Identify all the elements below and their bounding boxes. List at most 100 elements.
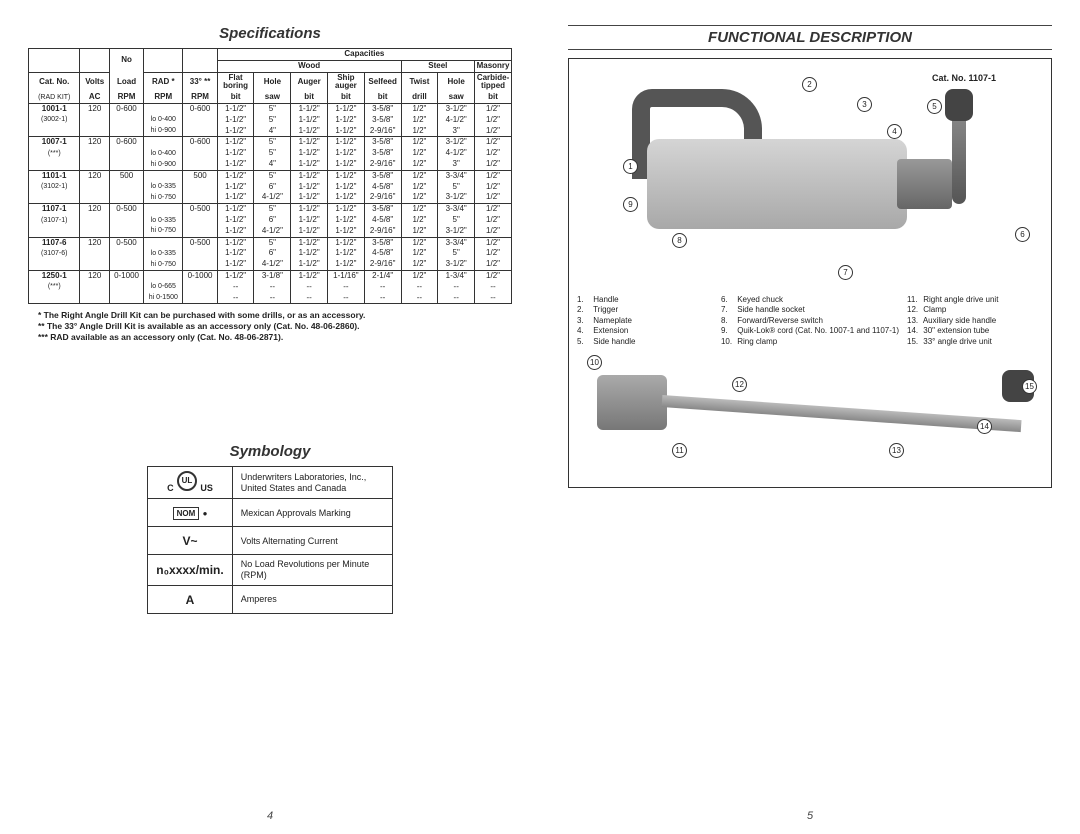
table-row: 1107-61200-5000-5001-1/2"5"1-1/2"1-1/2"3… xyxy=(29,237,512,248)
right-page: FUNCTIONAL DESCRIPTION Cat. No. 1107-1 1… xyxy=(540,0,1080,834)
page-number-right: 5 xyxy=(807,810,813,822)
legend-item: 15. 33° angle drive unit xyxy=(907,337,1043,347)
footnote: ** The 33° Angle Drill Kit is available … xyxy=(38,321,512,332)
drill-illustration: 123456789 xyxy=(577,69,1043,289)
legend-item: 14. 30" extension tube xyxy=(907,326,1043,336)
callout-4: 4 xyxy=(887,124,902,139)
sym-desc: Amperes xyxy=(232,586,392,614)
h-catno: Cat. No. xyxy=(29,72,80,92)
h-volts: Volts xyxy=(80,72,109,92)
callout-10: 10 xyxy=(587,355,602,370)
legend-grid: 1. Handle2. Trigger3. Nameplate4. Extens… xyxy=(577,295,1043,347)
h-steel: Steel xyxy=(401,60,475,72)
table-row: 1101-11205005001-1/2"5"1-1/2"1-1/2"3-5/8… xyxy=(29,170,512,181)
footnote: *** RAD available as an accessory only (… xyxy=(38,332,512,343)
h-auger: Auger xyxy=(291,72,328,92)
legend-item: 13. Auxiliary side handle xyxy=(907,316,1043,326)
footnotes: * The Right Angle Drill Kit can be purch… xyxy=(28,310,512,343)
table-row: 1001-11200-6000-6001-1/2"5"1-1/2"1-1/2"3… xyxy=(29,103,512,114)
spec-table: No Capacities Wood Steel Masonry Cat. No… xyxy=(28,48,512,304)
sym-amp: A xyxy=(148,586,232,614)
ext-chuck-shape xyxy=(597,375,667,430)
callout-2: 2 xyxy=(802,77,817,92)
callout-11: 11 xyxy=(672,443,687,458)
symbology-table: C USUnderwriters Laboratories, Inc., Uni… xyxy=(147,466,392,614)
sym-desc: Volts Alternating Current xyxy=(232,527,392,555)
callout-1: 1 xyxy=(623,159,638,174)
sym-rpm: n₀xxxx/min. xyxy=(148,555,232,586)
table-row: 1007-11200-6000-6001-1/2"5"1-1/2"1-1/2"3… xyxy=(29,137,512,148)
h-radkit: (RAD KIT) xyxy=(29,92,80,103)
table-row: (3107-6)lo 0-3351-1/2"6"1-1/2"1-1/2"4-5/… xyxy=(29,248,512,259)
callout-9: 9 xyxy=(623,197,638,212)
table-row: hi 0-1500---------------- xyxy=(29,293,512,304)
table-row: hi 0-7501-1/2"4-1/2"1-1/2"1-1/2"2-9/16"1… xyxy=(29,259,512,270)
h-capacities: Capacities xyxy=(217,49,511,61)
sym-desc: Mexican Approvals Marking xyxy=(232,499,392,527)
h-rad: RAD * xyxy=(144,72,183,92)
sym-desc: No Load Revolutions per Minute (RPM) xyxy=(232,555,392,586)
table-row: (***)lo 0-665---------------- xyxy=(29,282,512,293)
callout-15: 15 xyxy=(1022,379,1037,394)
table-row: (3002-1)lo 0-4001-1/2"5"1-1/2"1-1/2"3-5/… xyxy=(29,115,512,126)
page-spread: Specifications No Capacities Wood Steel … xyxy=(0,0,1080,834)
callout-7: 7 xyxy=(838,265,853,280)
legend-item: 11. Right angle drive unit xyxy=(907,295,1043,305)
table-row: 1250-11200-10000-10001-1/2"3-1/8"1-1/2"1… xyxy=(29,270,512,281)
legend-item: 7. Side handle socket xyxy=(721,305,899,315)
h-twist: Twist xyxy=(401,72,438,92)
functional-diagram-box: Cat. No. 1107-1 123456789 1. Handle2. Tr… xyxy=(568,58,1052,488)
table-row: 1107-11200-5000-5001-1/2"5"1-1/2"1-1/2"3… xyxy=(29,204,512,215)
legend-item: 12. Clamp xyxy=(907,305,1043,315)
drill-body-shape xyxy=(647,139,907,229)
sym-desc: Underwriters Laboratories, Inc., United … xyxy=(232,467,392,499)
legend-item: 1. Handle xyxy=(577,295,713,305)
legend-item: 2. Trigger xyxy=(577,305,713,315)
callout-13: 13 xyxy=(889,443,904,458)
h-selfeed: Selfeed xyxy=(364,72,401,92)
legend-item: 8. Forward/Reverse switch xyxy=(721,316,899,326)
h-ac: AC xyxy=(80,92,109,103)
h-rpm: RPM xyxy=(109,92,143,103)
table-row: (3102-1)lo 0-3351-1/2"6"1-1/2"1-1/2"4-5/… xyxy=(29,182,512,193)
h-wood: Wood xyxy=(217,60,401,72)
h-radrpm: RPM xyxy=(144,92,183,103)
page-number-left: 4 xyxy=(267,810,273,822)
callout-6: 6 xyxy=(1015,227,1030,242)
callout-3: 3 xyxy=(857,97,872,112)
h-load: Load xyxy=(109,72,143,92)
table-row: hi 0-7501-1/2"4-1/2"1-1/2"1-1/2"2-9/16"1… xyxy=(29,192,512,203)
sym-ul-cell: C US xyxy=(148,467,232,499)
h-angrpm: RPM xyxy=(183,92,217,103)
drill-chuck-shape xyxy=(897,159,952,209)
drill-sidehandle-grip-shape xyxy=(945,89,973,121)
left-page: Specifications No Capacities Wood Steel … xyxy=(0,0,540,834)
h-no: No xyxy=(121,55,132,64)
functional-title: FUNCTIONAL DESCRIPTION xyxy=(568,25,1052,50)
nom-icon: NOM xyxy=(173,507,200,520)
table-row: (***)lo 0-4001-1/2"5"1-1/2"1-1/2"3-5/8"1… xyxy=(29,148,512,159)
legend-item: 10. Ring clamp xyxy=(721,337,899,347)
h-hole: Hole xyxy=(254,72,291,92)
symbology-title: Symbology xyxy=(28,443,512,460)
table-row: hi 0-9001-1/2"4"1-1/2"1-1/2"2-9/16"1/2"3… xyxy=(29,126,512,137)
symbology-section: Symbology C USUnderwriters Laboratories,… xyxy=(28,443,512,614)
footnote: * The Right Angle Drill Kit can be purch… xyxy=(38,310,512,321)
h-33: 33° ** xyxy=(183,72,217,92)
ul-icon xyxy=(177,471,197,491)
callout-8: 8 xyxy=(672,233,687,248)
table-row: hi 0-9001-1/2"4"1-1/2"1-1/2"2-9/16"1/2"3… xyxy=(29,159,512,170)
callout-14: 14 xyxy=(977,419,992,434)
legend-item: 4. Extension xyxy=(577,326,713,336)
table-row: (3107-1)lo 0-3351-1/2"6"1-1/2"1-1/2"4-5/… xyxy=(29,215,512,226)
legend-item: 3. Nameplate xyxy=(577,316,713,326)
callout-12: 12 xyxy=(732,377,747,392)
sym-vac: V~ xyxy=(148,527,232,555)
legend-item: 5. Side handle xyxy=(577,337,713,347)
legend-item: 6. Keyed chuck xyxy=(721,295,899,305)
drill-sidehandle-shape xyxy=(952,114,966,204)
h-masonry: Masonry xyxy=(475,60,512,72)
h-hole2: Hole xyxy=(438,72,475,92)
legend-item: 9. Quik-Lok® cord (Cat. No. 1007-1 and 1… xyxy=(721,326,899,336)
ext-tube-shape xyxy=(662,395,1022,432)
